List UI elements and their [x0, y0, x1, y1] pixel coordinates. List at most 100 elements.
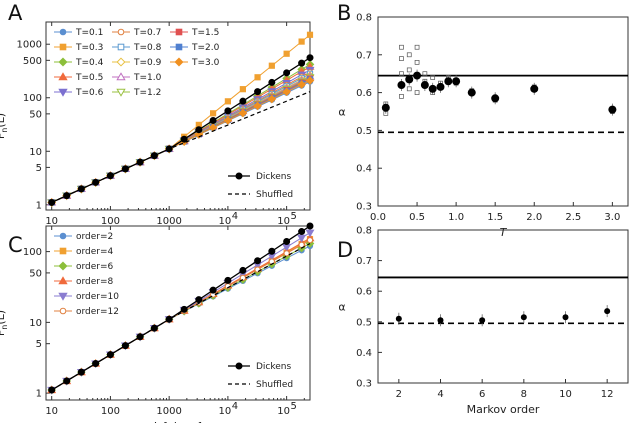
panel-A: 1010010001041051510501005001000Fn(L)T=0.… [0, 1, 315, 227]
legend-label: T=0.4 [75, 58, 104, 68]
y-tick-label: 50 [29, 268, 42, 279]
panel-C: 101001000104105151050100Fn(L)L [chars]or… [0, 222, 315, 423]
data-point [298, 59, 306, 67]
data-point [397, 81, 406, 90]
y-tick-label: 0.8 [356, 13, 372, 24]
data-point [209, 116, 217, 124]
legend-entry: T=1.0 [112, 72, 162, 83]
x-tick-label: 1000 [156, 406, 181, 417]
open-point [399, 44, 404, 50]
data-point [224, 276, 232, 284]
legend-label: order=4 [76, 247, 114, 257]
x-axis-label: L [chars] [154, 420, 202, 423]
data-point [235, 362, 243, 370]
panel-letter: C [8, 233, 23, 257]
data-point [297, 234, 307, 243]
legend-entry: T=0.8 [112, 43, 162, 53]
data-point [306, 237, 314, 244]
data-point [239, 97, 247, 105]
data-point [436, 82, 445, 91]
data-point [305, 229, 315, 238]
open-point [406, 52, 412, 58]
data-point [267, 94, 277, 104]
data-point [210, 110, 217, 117]
data-point [297, 80, 306, 89]
legend-label: order=10 [76, 292, 119, 302]
y-axis-label: α [338, 301, 345, 314]
data-point [59, 232, 67, 240]
series-line [51, 243, 311, 391]
data-point [58, 72, 68, 81]
y-tick-label: 0.6 [356, 88, 372, 99]
data-point [479, 317, 486, 324]
data-point [283, 50, 290, 57]
legend-label: order=8 [76, 277, 114, 287]
legend-entry: T=0.7 [112, 28, 161, 38]
data-point [381, 103, 390, 112]
x-tick-label: 1000 [156, 216, 181, 227]
legend-label: T=1.5 [191, 28, 219, 38]
legend-entry: T=0.1 [54, 28, 103, 38]
legend-label: Dickens [256, 362, 292, 372]
legend-entry: T=0.3 [54, 43, 103, 53]
y-tick-label: 1000 [17, 40, 42, 51]
y-tick-label: 1 [36, 389, 42, 400]
y-axis-label: Fn(L) [0, 113, 9, 139]
series-line [51, 91, 311, 203]
legend-label: Shuffled [256, 190, 293, 200]
y-tick-label: 0.3 [356, 379, 372, 390]
y-tick-label: 10 [29, 318, 42, 329]
data-point [59, 247, 67, 255]
y-tick-label: 100 [23, 247, 42, 258]
y-tick-label: 500 [23, 56, 42, 67]
panel-letter: B [337, 1, 351, 25]
data-point [253, 101, 262, 111]
x-tick-label: 10 [219, 216, 232, 227]
plot-frame [45, 21, 311, 211]
data-point [224, 107, 232, 115]
legend-label: Dickens [256, 172, 292, 182]
y-axis-label: α [338, 106, 345, 119]
data-point [413, 71, 422, 80]
data-point [59, 43, 67, 51]
data-point [239, 266, 247, 274]
data-point [395, 315, 402, 322]
open-point [399, 71, 404, 77]
data-point [268, 78, 276, 86]
legend-label: T=0.1 [75, 28, 103, 38]
x-tick-label: 10 [45, 406, 58, 417]
x-tick-label: 10 [277, 406, 290, 417]
data-point [491, 94, 500, 103]
legend-label: T=1.0 [133, 73, 162, 83]
data-point [239, 86, 246, 93]
data-point [58, 88, 68, 97]
legend-label: T=2.0 [191, 43, 220, 53]
legend-label: Shuffled [256, 380, 293, 390]
legend-entry: order=8 [54, 276, 114, 287]
data-point [175, 43, 183, 51]
x-axis-label: Markov order [467, 403, 540, 416]
data-point [58, 292, 68, 301]
y-tick-label: 0.5 [356, 317, 372, 328]
x-tick-label: 10 [559, 389, 572, 400]
x-tick-label: 2.0 [526, 212, 542, 223]
data-point [282, 87, 291, 97]
y-tick-label: 0.3 [356, 202, 372, 213]
legend-entry-dickens: Dickens [228, 172, 292, 182]
open-point [414, 60, 420, 65]
data-point [254, 257, 262, 265]
data-point [77, 368, 85, 376]
data-point [254, 74, 261, 81]
x-tick-label: 4 [437, 389, 443, 400]
legend-label: T=0.8 [133, 43, 162, 53]
legend-entry: order=6 [54, 261, 114, 272]
data-point [117, 28, 125, 36]
x-tick-label-exp: 4 [232, 401, 238, 412]
legend-entry: order=4 [54, 247, 114, 257]
data-point [254, 266, 261, 273]
data-point [283, 69, 291, 77]
data-point [59, 307, 67, 315]
data-point [254, 88, 262, 96]
data-point [106, 351, 114, 359]
